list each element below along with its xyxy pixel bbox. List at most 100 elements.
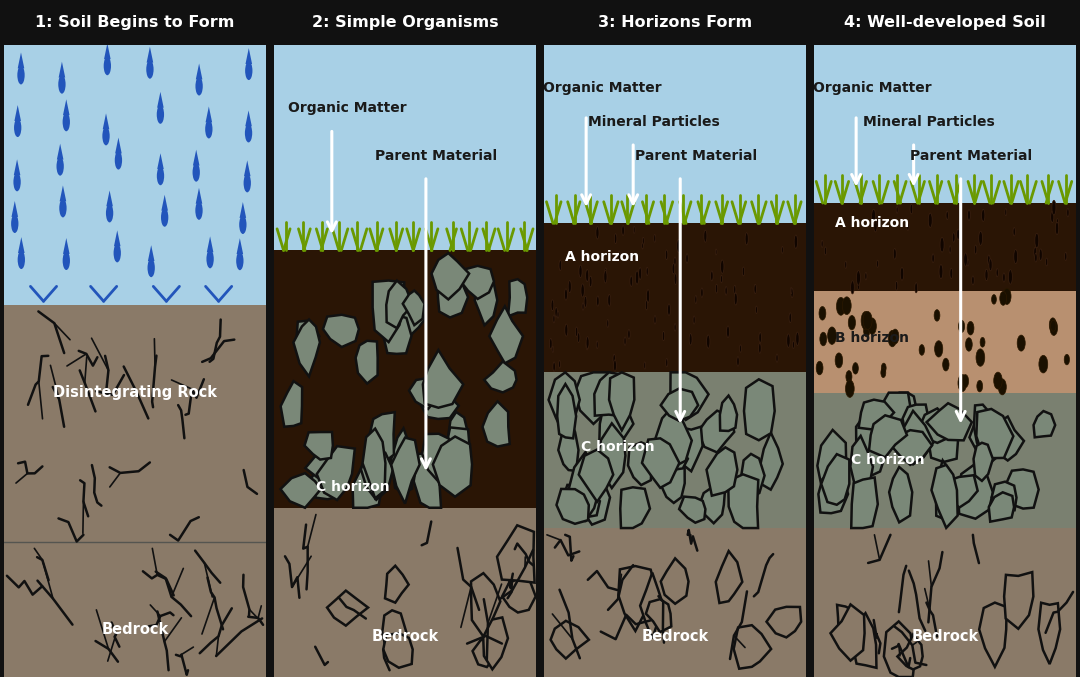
Ellipse shape bbox=[565, 324, 568, 336]
Ellipse shape bbox=[745, 233, 748, 245]
Polygon shape bbox=[903, 405, 929, 434]
Ellipse shape bbox=[791, 288, 792, 294]
Ellipse shape bbox=[1064, 354, 1069, 365]
Polygon shape bbox=[104, 43, 110, 59]
Polygon shape bbox=[327, 590, 368, 626]
Text: Parent Material: Parent Material bbox=[635, 149, 757, 162]
Ellipse shape bbox=[596, 341, 598, 349]
Ellipse shape bbox=[987, 255, 990, 265]
Ellipse shape bbox=[1051, 320, 1056, 331]
Polygon shape bbox=[973, 443, 993, 481]
Polygon shape bbox=[414, 453, 441, 508]
Ellipse shape bbox=[667, 304, 671, 315]
Polygon shape bbox=[423, 350, 463, 408]
Ellipse shape bbox=[864, 324, 869, 337]
Polygon shape bbox=[18, 237, 25, 253]
Ellipse shape bbox=[568, 280, 571, 293]
Ellipse shape bbox=[940, 238, 944, 252]
Ellipse shape bbox=[755, 306, 757, 313]
Ellipse shape bbox=[943, 358, 949, 371]
Polygon shape bbox=[671, 372, 708, 420]
Ellipse shape bbox=[819, 307, 826, 320]
Ellipse shape bbox=[932, 254, 934, 263]
Polygon shape bbox=[549, 372, 580, 437]
Polygon shape bbox=[557, 384, 576, 439]
Ellipse shape bbox=[981, 337, 985, 347]
Ellipse shape bbox=[1034, 247, 1037, 258]
Ellipse shape bbox=[674, 274, 677, 284]
Ellipse shape bbox=[816, 362, 823, 375]
Ellipse shape bbox=[608, 294, 611, 306]
Polygon shape bbox=[551, 621, 589, 659]
Ellipse shape bbox=[553, 362, 555, 372]
Ellipse shape bbox=[934, 341, 943, 357]
Polygon shape bbox=[568, 452, 599, 521]
Polygon shape bbox=[355, 341, 378, 384]
Polygon shape bbox=[509, 575, 529, 604]
Polygon shape bbox=[316, 446, 355, 500]
Ellipse shape bbox=[775, 354, 778, 362]
Text: C horizon: C horizon bbox=[851, 454, 924, 467]
Text: Bedrock: Bedrock bbox=[642, 629, 708, 644]
Polygon shape bbox=[420, 439, 459, 482]
Ellipse shape bbox=[1045, 258, 1048, 266]
Ellipse shape bbox=[966, 338, 972, 351]
Text: C horizon: C horizon bbox=[581, 440, 654, 454]
Polygon shape bbox=[363, 429, 386, 498]
Bar bbox=[814, 393, 1076, 528]
Ellipse shape bbox=[861, 311, 870, 330]
Ellipse shape bbox=[1050, 320, 1057, 335]
Polygon shape bbox=[471, 573, 500, 636]
Ellipse shape bbox=[14, 118, 22, 137]
Ellipse shape bbox=[205, 120, 213, 139]
Polygon shape bbox=[245, 48, 252, 64]
Text: Organic Matter: Organic Matter bbox=[812, 81, 931, 95]
Ellipse shape bbox=[239, 215, 246, 234]
Ellipse shape bbox=[161, 208, 168, 227]
Polygon shape bbox=[897, 634, 922, 670]
Ellipse shape bbox=[558, 360, 561, 368]
Polygon shape bbox=[382, 610, 406, 659]
Ellipse shape bbox=[104, 57, 111, 75]
Polygon shape bbox=[831, 605, 865, 661]
Polygon shape bbox=[629, 442, 653, 485]
Ellipse shape bbox=[733, 285, 735, 294]
Polygon shape bbox=[706, 447, 738, 496]
Polygon shape bbox=[896, 393, 917, 435]
Bar bbox=[4, 542, 266, 677]
Polygon shape bbox=[352, 453, 382, 508]
Ellipse shape bbox=[635, 271, 638, 284]
Ellipse shape bbox=[63, 251, 70, 270]
Ellipse shape bbox=[835, 353, 842, 368]
Ellipse shape bbox=[1013, 227, 1015, 236]
Ellipse shape bbox=[1035, 234, 1039, 248]
Ellipse shape bbox=[793, 341, 795, 349]
Ellipse shape bbox=[848, 315, 855, 330]
Polygon shape bbox=[14, 159, 21, 175]
Polygon shape bbox=[1039, 603, 1061, 664]
Ellipse shape bbox=[596, 227, 599, 239]
Polygon shape bbox=[237, 238, 243, 254]
Polygon shape bbox=[660, 463, 685, 503]
Text: Mineral Particles: Mineral Particles bbox=[589, 115, 720, 129]
Polygon shape bbox=[306, 453, 345, 481]
Ellipse shape bbox=[552, 346, 554, 353]
Ellipse shape bbox=[551, 300, 554, 311]
Text: B horizon: B horizon bbox=[835, 332, 908, 345]
Bar bbox=[814, 528, 1076, 677]
Ellipse shape bbox=[1039, 355, 1048, 373]
Ellipse shape bbox=[1004, 209, 1007, 216]
Bar bbox=[544, 372, 806, 528]
Polygon shape bbox=[958, 464, 993, 519]
Ellipse shape bbox=[742, 267, 744, 276]
Ellipse shape bbox=[662, 331, 664, 341]
Polygon shape bbox=[575, 473, 610, 525]
Ellipse shape bbox=[114, 151, 122, 169]
Polygon shape bbox=[562, 485, 599, 518]
Polygon shape bbox=[391, 429, 413, 493]
Ellipse shape bbox=[873, 215, 874, 223]
Ellipse shape bbox=[715, 284, 718, 293]
Ellipse shape bbox=[891, 329, 899, 344]
Ellipse shape bbox=[953, 233, 955, 242]
Polygon shape bbox=[483, 617, 508, 670]
